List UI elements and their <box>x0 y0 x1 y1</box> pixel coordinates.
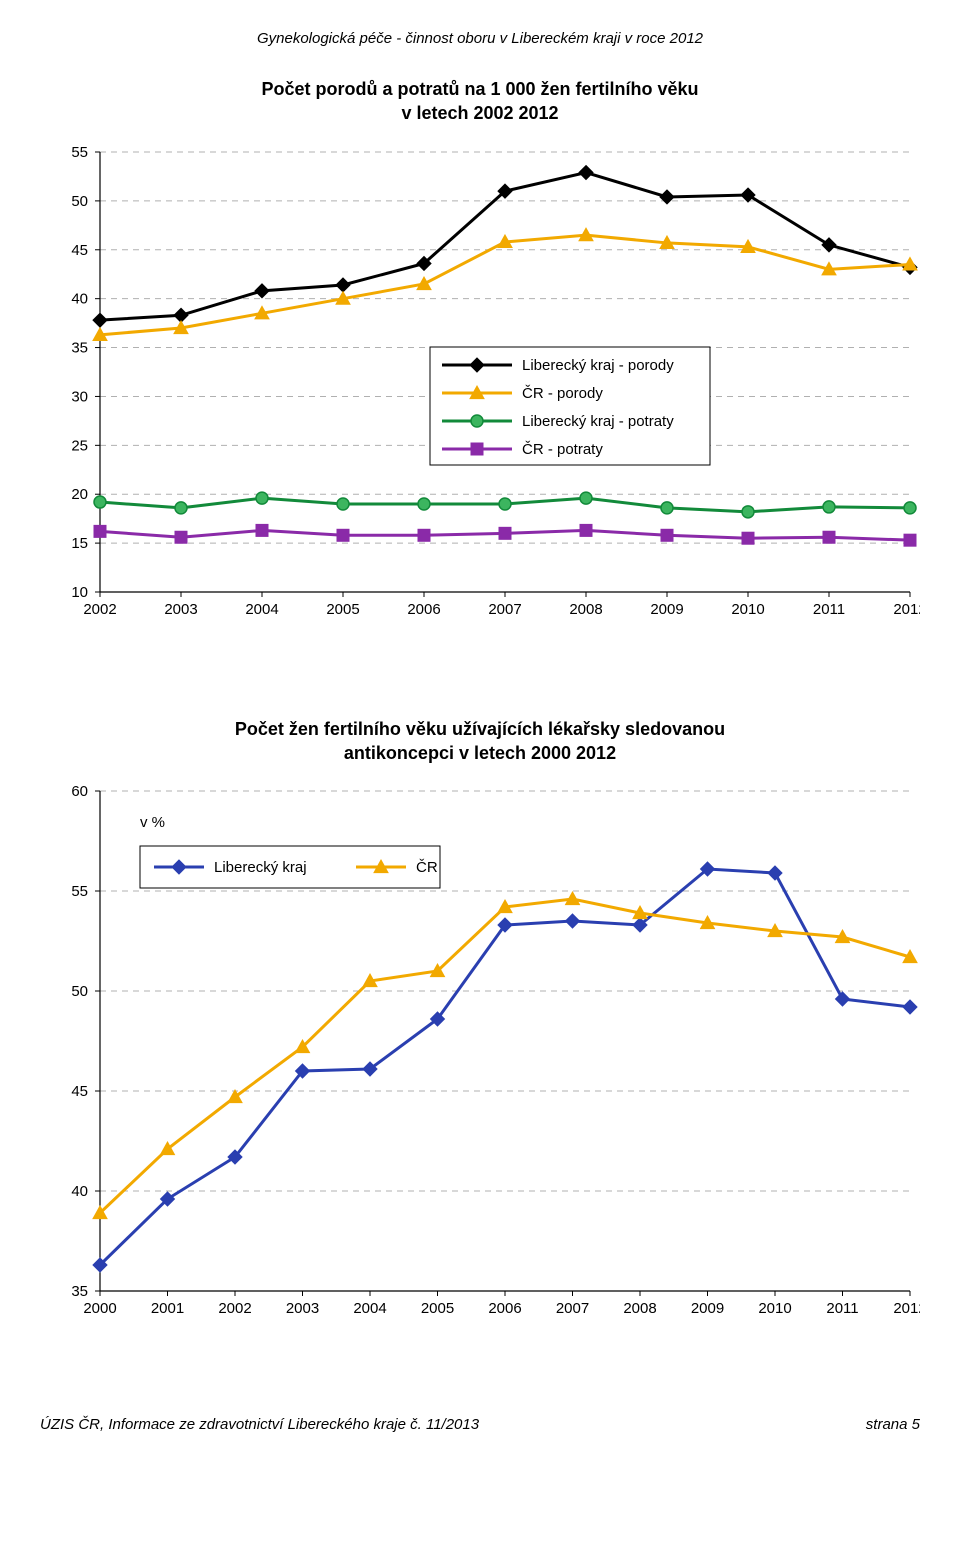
svg-text:45: 45 <box>71 1083 88 1100</box>
footer-left: ÚZIS ČR, Informace ze zdravotnictví Libe… <box>40 1416 479 1433</box>
svg-text:2004: 2004 <box>245 601 278 618</box>
svg-text:2001: 2001 <box>151 1300 184 1317</box>
svg-text:50: 50 <box>71 983 88 1000</box>
svg-text:2006: 2006 <box>488 1300 521 1317</box>
svg-text:35: 35 <box>71 1283 88 1300</box>
svg-text:2008: 2008 <box>569 601 602 618</box>
svg-text:2011: 2011 <box>813 601 845 618</box>
svg-text:2011: 2011 <box>826 1300 858 1317</box>
page-footer: ÚZIS ČR, Informace ze zdravotnictví Libe… <box>40 1416 920 1433</box>
svg-text:ČR - potraty: ČR - potraty <box>522 441 603 458</box>
svg-text:2005: 2005 <box>326 601 359 618</box>
svg-text:55: 55 <box>71 883 88 900</box>
svg-text:15: 15 <box>71 535 88 552</box>
svg-text:2002: 2002 <box>83 601 116 618</box>
chart2-title: Počet žen fertilního věku užívajících lé… <box>40 717 920 766</box>
svg-text:ČR - porody: ČR - porody <box>522 385 603 402</box>
chart1-title: Počet porodů a potratů na 1 000 žen fert… <box>40 77 920 126</box>
chart2-svg: 35 40 45 50 55 60 2000 2001 2002 2003 2004 2005 2006… <box>40 781 920 1341</box>
svg-text:Liberecký kraj - porody: Liberecký kraj - porody <box>522 357 674 374</box>
svg-text:2002: 2002 <box>218 1300 251 1317</box>
chart2-title-line1: Počet žen fertilního věku užívajících lé… <box>235 719 725 739</box>
svg-text:2009: 2009 <box>691 1300 724 1317</box>
svg-text:20: 20 <box>71 486 88 503</box>
svg-text:ČR: ČR <box>416 859 438 876</box>
svg-text:2006: 2006 <box>407 601 440 618</box>
svg-text:2004: 2004 <box>353 1300 386 1317</box>
svg-text:v %: v % <box>140 814 165 831</box>
svg-text:Liberecký kraj - potraty: Liberecký kraj - potraty <box>522 413 674 430</box>
svg-text:45: 45 <box>71 241 88 258</box>
svg-text:60: 60 <box>71 783 88 800</box>
svg-text:2010: 2010 <box>758 1300 791 1317</box>
chart1-title-line2: v letech 2002 2012 <box>401 103 558 123</box>
svg-text:2008: 2008 <box>623 1300 656 1317</box>
document-header: Gynekologická péče - činnost oboru v Lib… <box>40 30 920 47</box>
svg-text:2003: 2003 <box>286 1300 319 1317</box>
svg-text:2012: 2012 <box>893 1300 920 1317</box>
svg-text:10: 10 <box>71 584 88 601</box>
footer-right: strana 5 <box>866 1416 920 1433</box>
svg-text:2007: 2007 <box>556 1300 589 1317</box>
chart-births-abortions: Počet porodů a potratů na 1 000 žen fert… <box>40 77 920 647</box>
svg-text:2000: 2000 <box>83 1300 116 1317</box>
svg-text:2003: 2003 <box>164 601 197 618</box>
svg-text:50: 50 <box>71 192 88 209</box>
svg-text:25: 25 <box>71 437 88 454</box>
svg-text:Liberecký kraj: Liberecký kraj <box>214 859 307 876</box>
svg-text:2012: 2012 <box>893 601 920 618</box>
chart2-title-line2: antikoncepci v letech 2000 2012 <box>344 743 616 763</box>
svg-text:2007: 2007 <box>488 601 521 618</box>
svg-text:2010: 2010 <box>731 601 764 618</box>
svg-text:30: 30 <box>71 388 88 405</box>
svg-text:35: 35 <box>71 339 88 356</box>
svg-text:40: 40 <box>71 1183 88 1200</box>
chart1-svg: 10 15 20 25 30 35 40 45 50 55 2002 2003 2004 2005 2006… <box>40 142 920 642</box>
svg-text:40: 40 <box>71 290 88 307</box>
chart-contraception: Počet žen fertilního věku užívajících lé… <box>40 717 920 1347</box>
svg-text:55: 55 <box>71 144 88 161</box>
chart1-title-line1: Počet porodů a potratů na 1 000 žen fert… <box>261 79 698 99</box>
svg-text:2005: 2005 <box>421 1300 454 1317</box>
svg-text:2009: 2009 <box>650 601 683 618</box>
